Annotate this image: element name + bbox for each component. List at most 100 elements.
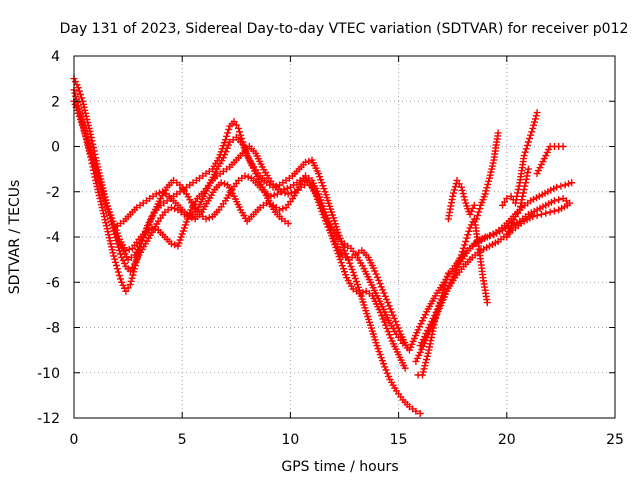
data-point [80,123,88,131]
data-point [533,109,541,117]
data-point [520,152,528,160]
data-point [346,259,354,267]
data-point [531,118,538,126]
data-point [383,295,390,303]
x-axis-label: GPS time / hours [281,459,398,475]
data-point [438,292,446,300]
data-point [381,292,389,300]
data-point [222,136,229,144]
data-point [385,302,393,310]
data-point [128,274,136,282]
data-point [527,131,535,139]
data-point [375,276,383,284]
data-point [528,128,536,136]
data-point [356,290,364,298]
data-point [167,240,175,248]
data-point [518,196,526,204]
data-point [522,145,530,153]
data-point [463,234,471,242]
data-point [457,251,465,259]
data-point [315,170,322,178]
data-point [88,152,96,160]
data-point [91,162,99,170]
data-point [349,268,357,276]
data-point [222,148,230,155]
data-point [550,197,558,205]
data-point [468,207,475,215]
data-point [457,183,465,191]
data-point [440,285,448,293]
data-point [337,259,345,267]
data-point [74,84,82,92]
data-point [475,208,483,216]
data-point [424,349,432,357]
data-point [439,289,447,297]
y-tick-label: -4 [46,230,60,246]
data-point [112,258,119,266]
data-point [93,168,101,176]
data-point [459,190,467,198]
data-point [377,283,385,291]
data-point [483,184,491,192]
data-point [96,181,104,189]
data-point [77,91,84,98]
data-point [461,196,469,204]
data-point [263,199,271,207]
data-point [267,192,275,200]
data-point [434,305,442,313]
data-point [185,213,193,221]
data-point [129,271,137,279]
data-point [151,225,159,233]
data-point [388,308,396,316]
data-point [401,364,409,372]
grid [74,56,615,418]
data-point [88,137,96,145]
data-point [223,144,231,152]
data-point [462,238,470,245]
data-point [533,212,541,219]
data-point [92,165,100,173]
data-point [205,214,213,222]
data-point [383,324,391,332]
data-point [561,181,569,189]
data-point [326,221,334,229]
data-point [431,314,439,322]
data-point [221,151,229,159]
data-point [521,182,529,190]
data-point [371,267,379,275]
data-point [225,126,233,133]
data-point [130,268,138,276]
data-point [149,211,157,219]
data-point [379,286,387,294]
data-point [451,183,459,191]
data-point [532,112,540,120]
data-point [111,255,119,263]
data-point [461,241,469,249]
data-point [485,177,493,185]
data-points [70,75,576,417]
data-point [443,272,451,280]
data-point [568,179,576,187]
data-point [476,205,484,213]
y-tick-label: -6 [46,275,60,291]
plot-frame [73,55,616,419]
y-tick-label: 2 [51,94,60,110]
data-point [420,365,428,373]
data-point [384,328,392,336]
data-point [376,280,384,288]
data-point [171,205,179,213]
data-point [470,201,478,209]
data-point [529,213,537,221]
data-point [380,360,387,368]
data-point [144,224,152,232]
data-point [110,252,118,260]
data-point [72,92,80,100]
data-point [382,366,390,374]
data-point [305,157,313,165]
data-point [113,265,121,273]
data-point [137,240,145,248]
data-point [320,185,328,193]
data-point [148,214,155,222]
data-point [145,221,153,229]
data-point [174,242,182,250]
